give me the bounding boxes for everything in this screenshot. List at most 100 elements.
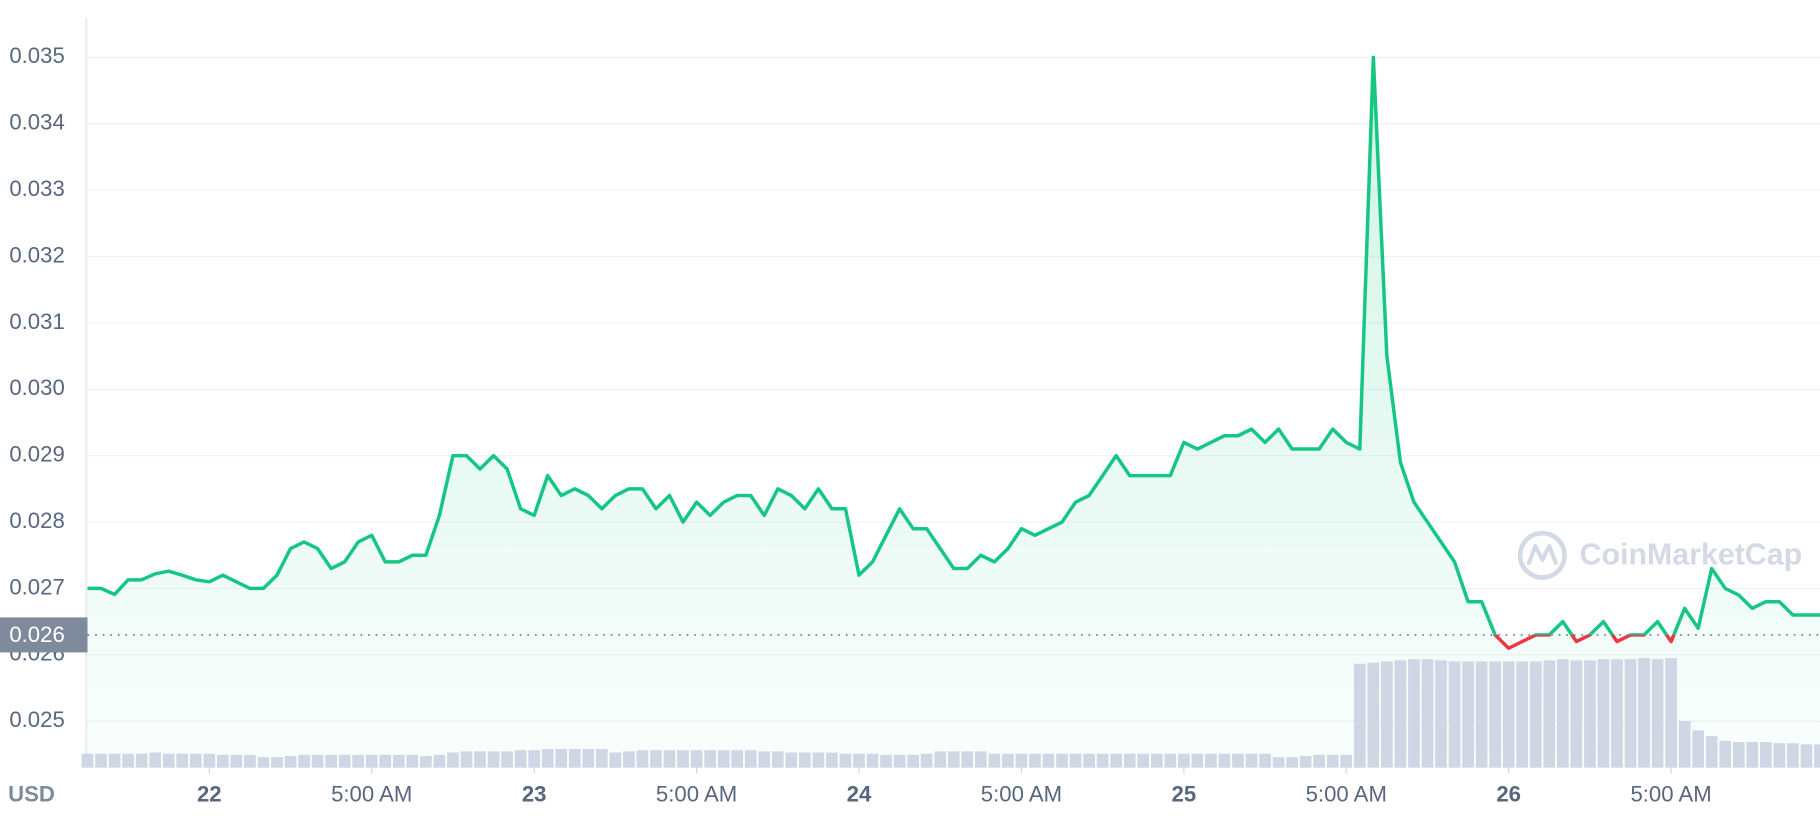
volume-bar (636, 750, 649, 768)
y-tick-label: 0.035 (9, 43, 64, 68)
volume-bar (866, 753, 879, 768)
y-tick-label: 0.033 (9, 176, 64, 201)
y-tick-label: 0.031 (9, 309, 64, 334)
volume-bar (1096, 753, 1109, 768)
volume-bar (1502, 661, 1515, 768)
volume-bar (1178, 753, 1190, 768)
y-tick-label: 0.025 (9, 707, 64, 732)
volume-bar (379, 754, 392, 768)
volume-bar (1570, 660, 1583, 768)
volume-bar (812, 752, 825, 768)
volume-bar (541, 749, 554, 768)
volume-bar (514, 750, 527, 768)
reference-label: 0.026 (9, 622, 64, 647)
volume-bar (744, 750, 757, 768)
volume-bar (1340, 754, 1353, 768)
volume-bar (1394, 660, 1407, 768)
volume-bar (1259, 753, 1271, 768)
volume-bar (162, 753, 175, 768)
volume-bar (244, 754, 256, 768)
watermark-text: CoinMarketCap (1580, 539, 1802, 572)
y-tick-label: 0.028 (9, 508, 64, 533)
x-tick-label: 5:00 AM (1306, 782, 1387, 807)
volume-bar (1760, 742, 1772, 768)
volume-bar (1529, 661, 1542, 768)
volume-bar (623, 751, 635, 768)
volume-bar (1638, 658, 1650, 768)
volume-bar (1814, 744, 1820, 768)
volume-bar (1448, 661, 1461, 768)
volume-bar (1597, 659, 1610, 768)
volume-bar (1083, 753, 1095, 768)
volume-bar (392, 754, 405, 768)
reference-tag (0, 617, 88, 653)
volume-bar (1123, 753, 1136, 768)
volume-bar (257, 757, 270, 768)
volume-bar (433, 754, 446, 768)
volume-bar (582, 749, 595, 768)
y-tick-label: 0.027 (9, 574, 64, 599)
volume-bar (1218, 753, 1231, 768)
volume-bar (839, 753, 852, 768)
volume-bar (1245, 753, 1258, 768)
volume-bar (1110, 753, 1123, 768)
x-tick-label: 25 (1172, 782, 1197, 807)
volume-bar (1773, 743, 1786, 768)
volume-bar (1042, 753, 1055, 768)
x-tick-label: 5:00 AM (1630, 782, 1711, 807)
volume-bar (650, 750, 662, 768)
x-tick-label: 24 (847, 782, 872, 807)
x-tick-label: 5:00 AM (656, 782, 737, 807)
volume-bar (1056, 753, 1068, 768)
x-tick-label: 5:00 AM (331, 782, 412, 807)
volume-bar (1435, 660, 1447, 768)
volume-bar (149, 752, 162, 768)
volume-bar (1232, 753, 1244, 768)
volume-bar (1015, 753, 1028, 768)
volume-bar (1556, 659, 1569, 768)
volume-bar (95, 753, 107, 768)
volume-bar (1029, 753, 1041, 768)
volume-bar (1516, 661, 1529, 768)
volume-bar (1002, 753, 1014, 768)
volume-bar (771, 751, 784, 768)
volume-bar (1421, 659, 1434, 768)
volume-bar (1150, 753, 1163, 768)
volume-bar (230, 754, 243, 768)
volume-bar (1678, 721, 1691, 768)
volume-bar (1069, 753, 1082, 768)
x-tick-label: 26 (1496, 782, 1521, 807)
volume-bar (135, 753, 148, 768)
volume-bar (1746, 742, 1759, 768)
price-area (87, 57, 1820, 768)
volume-bar (1137, 753, 1150, 768)
volume-bar (189, 753, 202, 768)
volume-bar (596, 749, 608, 768)
watermark: CoinMarketCap (1517, 530, 1802, 580)
volume-bar (1665, 658, 1677, 768)
volume-bar (460, 751, 473, 768)
volume-bar (1313, 754, 1326, 768)
volume-bar (1408, 659, 1420, 768)
volume-bar (284, 756, 297, 768)
volume-bar (663, 750, 676, 768)
volume-bar (568, 749, 581, 768)
volume-bar (1800, 744, 1813, 768)
x-tick-label: 22 (197, 782, 222, 807)
volume-bar (1381, 661, 1393, 768)
volume-bar (893, 754, 906, 768)
volume-bar (1787, 743, 1799, 768)
volume-bar (677, 750, 689, 768)
plot: 0.025 0.026 0.027 0.028 0.029 0.030 0.031 0.032… (0, 17, 1820, 807)
volume-bar (81, 753, 94, 768)
volume-bar (1272, 757, 1285, 768)
price-line (87, 55, 1820, 650)
volume-bar (501, 751, 513, 768)
volume-bar (690, 750, 703, 768)
volume-bar (1732, 742, 1745, 768)
volume-bar (731, 750, 744, 768)
volume-bar (325, 754, 337, 768)
y-tick-label: 0.034 (9, 110, 64, 135)
